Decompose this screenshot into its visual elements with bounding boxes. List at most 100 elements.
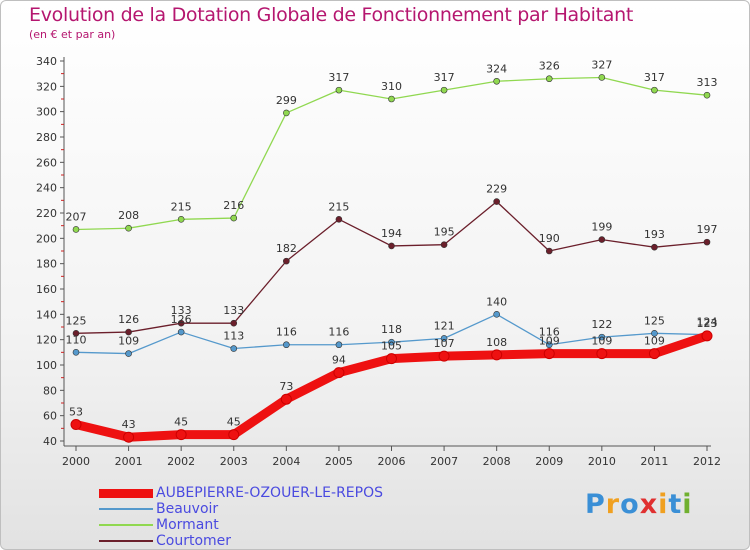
data-label: 124 xyxy=(697,316,718,329)
y-tick-label: 320 xyxy=(36,80,57,93)
data-point xyxy=(72,226,80,233)
data-label: 324 xyxy=(486,62,507,75)
legend-label: AUBEPIERRE-OZOUER-LE-REPOS xyxy=(156,485,383,501)
x-tick-label: 2000 xyxy=(62,455,90,468)
x-tick-label: 2005 xyxy=(325,455,353,468)
data-label: 326 xyxy=(539,60,560,73)
data-label: 109 xyxy=(118,335,139,348)
data-point xyxy=(440,335,448,342)
data-label: 140 xyxy=(486,295,507,308)
data-point xyxy=(703,238,711,246)
y-tick-label: 280 xyxy=(36,131,57,144)
data-label: 116 xyxy=(276,326,297,339)
data-label: 317 xyxy=(434,71,455,84)
data-label: 121 xyxy=(434,319,455,332)
y-tick-label: 160 xyxy=(36,283,57,296)
y-tick-label: 180 xyxy=(36,258,57,271)
legend-label: Mormant xyxy=(156,517,219,533)
y-tick-label: 140 xyxy=(36,308,57,321)
data-label: 194 xyxy=(381,227,402,240)
data-point xyxy=(177,328,185,336)
data-label: 107 xyxy=(434,337,455,350)
data-point xyxy=(280,393,292,405)
data-point xyxy=(493,311,500,318)
y-tick-label: 240 xyxy=(36,182,57,195)
data-point xyxy=(651,330,658,337)
x-tick-label: 2011 xyxy=(640,455,668,468)
x-tick-label: 2006 xyxy=(378,455,406,468)
data-label: 108 xyxy=(486,336,507,349)
y-tick-label: 100 xyxy=(36,359,57,372)
data-label: 109 xyxy=(644,335,665,348)
data-point xyxy=(545,247,553,255)
data-point xyxy=(177,319,185,327)
data-label: 110 xyxy=(66,333,87,346)
data-label: 195 xyxy=(434,226,455,239)
data-point xyxy=(283,341,290,349)
data-label: 310 xyxy=(381,80,402,93)
data-label: 207 xyxy=(66,210,87,223)
data-point xyxy=(651,86,658,94)
data-point xyxy=(648,348,660,360)
data-point xyxy=(230,214,238,222)
data-label: 116 xyxy=(328,326,349,339)
data-point xyxy=(335,341,343,349)
data-label: 215 xyxy=(171,200,192,213)
legend-swatch xyxy=(99,508,153,510)
data-label: 215 xyxy=(328,200,349,213)
data-point xyxy=(703,91,711,99)
data-point xyxy=(283,257,290,265)
data-point xyxy=(598,74,606,81)
data-label: 53 xyxy=(69,406,83,419)
data-point xyxy=(333,367,345,379)
data-label: 45 xyxy=(227,416,241,429)
y-tick-label: 200 xyxy=(36,232,57,245)
brand-logo: Proxiti xyxy=(585,489,693,520)
brand-letter: t xyxy=(668,489,683,520)
data-point xyxy=(701,330,713,342)
x-tick-label: 2001 xyxy=(115,455,143,468)
legend-swatch xyxy=(99,540,153,542)
brand-letter: x xyxy=(639,489,659,520)
data-label: 190 xyxy=(539,232,560,245)
x-tick-label: 2004 xyxy=(272,455,300,468)
x-tick-label: 2012 xyxy=(693,455,721,468)
data-point xyxy=(388,95,395,103)
data-label: 94 xyxy=(332,354,346,367)
chart-title: Evolution de la Dotation Globale de Fonc… xyxy=(29,4,634,26)
data-point xyxy=(125,224,132,232)
data-label: 208 xyxy=(118,209,139,222)
data-label: 109 xyxy=(539,335,560,348)
data-label: 105 xyxy=(381,340,402,353)
data-point xyxy=(438,350,450,362)
data-point xyxy=(230,345,238,352)
data-label: 123 xyxy=(697,317,718,330)
data-label: 229 xyxy=(486,183,507,196)
brand-letter: i xyxy=(658,489,669,520)
legend-swatch xyxy=(99,489,153,498)
x-tick-label: 2003 xyxy=(220,455,248,468)
brand-letter: P xyxy=(585,489,606,520)
data-label: 113 xyxy=(223,330,244,343)
x-tick-label: 2002 xyxy=(167,455,195,468)
y-tick-label: 120 xyxy=(36,334,57,347)
brand-letter: i xyxy=(682,489,693,520)
data-point xyxy=(545,75,553,83)
data-point xyxy=(440,241,448,248)
data-point xyxy=(72,330,80,337)
y-tick-label: 40 xyxy=(43,435,57,448)
data-label: 126 xyxy=(118,313,139,326)
y-tick-label: 80 xyxy=(43,384,57,397)
data-label: 313 xyxy=(697,76,718,89)
data-point xyxy=(335,216,343,223)
data-label: 133 xyxy=(223,304,244,317)
data-point xyxy=(125,350,132,357)
y-tick-label: 260 xyxy=(36,156,57,169)
data-label: 299 xyxy=(276,94,297,107)
data-label: 73 xyxy=(279,380,293,393)
data-label: 193 xyxy=(644,228,665,241)
y-tick-label: 340 xyxy=(36,55,57,68)
y-tick-label: 300 xyxy=(36,106,57,119)
data-label: 182 xyxy=(276,242,297,255)
